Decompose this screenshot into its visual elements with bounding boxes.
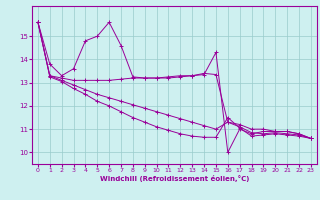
X-axis label: Windchill (Refroidissement éolien,°C): Windchill (Refroidissement éolien,°C) [100, 175, 249, 182]
